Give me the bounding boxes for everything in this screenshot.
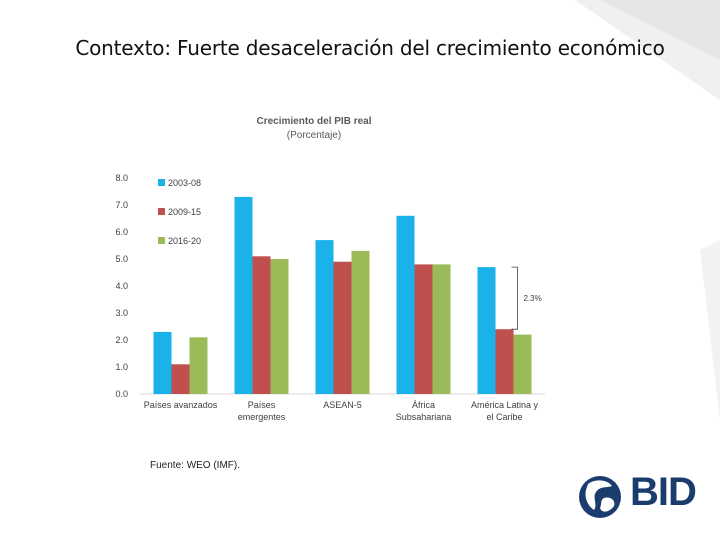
bar-2009-15 bbox=[333, 261, 352, 394]
y-tick-label: 1.0 bbox=[115, 362, 128, 372]
y-tick-label: 4.0 bbox=[115, 281, 128, 291]
legend-label: 2003-08 bbox=[168, 178, 201, 188]
annotation-label: 2.3% bbox=[524, 294, 542, 303]
bar-2016-20 bbox=[189, 337, 208, 394]
y-tick-label: 0.0 bbox=[115, 389, 128, 399]
x-tick-label: el Caribe bbox=[486, 412, 522, 422]
y-tick-label: 7.0 bbox=[115, 200, 128, 210]
bar-2003-08 bbox=[477, 267, 496, 394]
x-tick-label: Subsahariana bbox=[396, 412, 452, 422]
legend-label: 2009-15 bbox=[168, 207, 201, 217]
chart-subtitle: (Porcentaje) bbox=[287, 130, 341, 141]
legend-swatch bbox=[158, 237, 165, 244]
y-tick-label: 3.0 bbox=[115, 308, 128, 318]
x-tick-label: ASEAN-5 bbox=[323, 400, 362, 410]
x-tick-label: Países bbox=[248, 400, 276, 410]
x-tick-label: emergentes bbox=[238, 412, 286, 422]
legend-label: 2016-20 bbox=[168, 236, 201, 246]
bid-logo bbox=[579, 476, 621, 518]
globe-icon bbox=[579, 476, 621, 518]
chart-title: Crecimiento del PIB real bbox=[256, 116, 371, 127]
bar-2009-15 bbox=[171, 364, 190, 394]
x-tick-label: América Latina y bbox=[471, 400, 539, 410]
gdp-growth-chart: Crecimiento del PIB real (Porcentaje) 0.… bbox=[115, 116, 545, 422]
legend-swatch bbox=[158, 208, 165, 215]
y-tick-label: 8.0 bbox=[115, 173, 128, 183]
x-tick-label: Países avanzados bbox=[144, 400, 218, 410]
bar-2003-08 bbox=[153, 331, 172, 394]
slide-title: Contexto: Fuerte desaceleración del crec… bbox=[75, 36, 665, 60]
bar-2009-15 bbox=[252, 256, 271, 394]
source-note: Fuente: WEO (IMF). bbox=[150, 460, 241, 471]
y-tick-label: 6.0 bbox=[115, 227, 128, 237]
bar-2016-20 bbox=[513, 334, 532, 394]
annotation-bracket bbox=[511, 266, 518, 330]
x-tick-label: África bbox=[412, 400, 435, 410]
bar-2009-15 bbox=[414, 264, 433, 394]
y-tick-label: 2.0 bbox=[115, 335, 128, 345]
bar-2003-08 bbox=[396, 215, 415, 394]
bar-2009-15 bbox=[495, 329, 514, 394]
bar-2003-08 bbox=[315, 240, 334, 394]
logo-text: BID bbox=[630, 470, 697, 514]
bar-2016-20 bbox=[270, 259, 289, 394]
bar-2003-08 bbox=[234, 196, 253, 394]
y-tick-label: 5.0 bbox=[115, 254, 128, 264]
legend-swatch bbox=[158, 179, 165, 186]
bar-2016-20 bbox=[351, 250, 370, 394]
bar-2016-20 bbox=[432, 264, 451, 394]
